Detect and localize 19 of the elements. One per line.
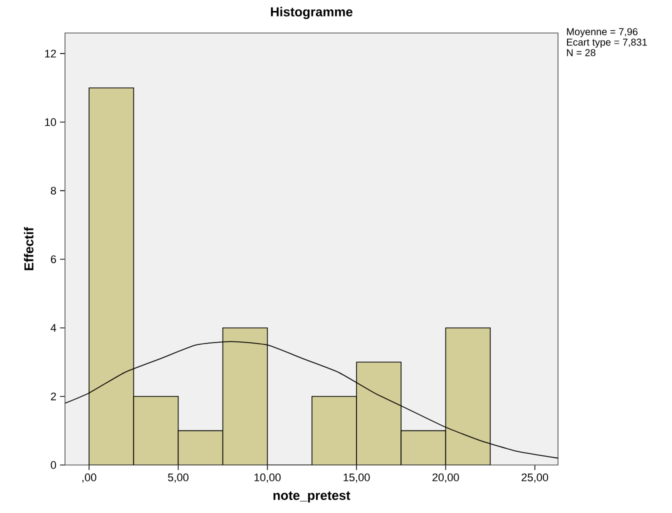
y-tick-label: 12 — [45, 50, 56, 58]
y-axis-title: Effectif — [24, 227, 34, 270]
x-tick-label: 20,00 — [432, 474, 459, 483]
x-tick-label: ,00 — [82, 474, 96, 483]
chart-title: Histogramme — [270, 6, 352, 20]
y-tick-label: 2 — [50, 392, 56, 400]
y-tick-label: 0 — [50, 461, 56, 469]
text: Moyenne = 7,96 — [567, 28, 638, 38]
x-tick-label: 25,00 — [522, 474, 548, 483]
text: N = 28 — [567, 49, 596, 56]
y-tick-label: 10 — [45, 118, 56, 126]
y-tick-label: 4 — [50, 324, 56, 332]
y-tick-label: 6 — [50, 255, 56, 264]
x-axis-title: note_pretest — [274, 491, 350, 503]
y-tick-label: 8 — [50, 186, 56, 195]
x-tick-label: 10,00 — [254, 474, 281, 483]
text: Ecart type = 7,831 — [567, 38, 647, 48]
x-tick-label: 5,00 — [168, 474, 188, 483]
x-tick-label: 15,00 — [344, 474, 370, 483]
